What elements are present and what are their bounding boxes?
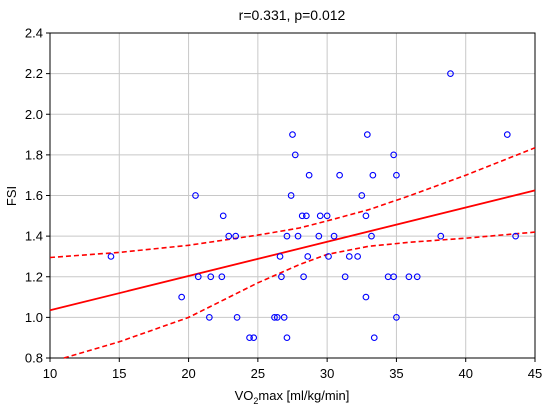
data-point: [218, 273, 226, 281]
data-point: [341, 273, 349, 281]
data-point: [278, 273, 285, 281]
data-point: [178, 293, 185, 301]
data-point: [271, 314, 278, 321]
x-axis-label-prefix: VO: [235, 388, 254, 403]
data-point: [354, 253, 361, 260]
data-point: [358, 192, 366, 199]
data-point: [303, 212, 310, 220]
data-point: [207, 273, 215, 281]
data-point: [368, 232, 375, 240]
data-point: [503, 131, 511, 138]
y-tick-label: 1.6: [25, 188, 43, 203]
y-tick-label: 1.2: [25, 269, 43, 284]
data-point: [345, 253, 353, 260]
data-point: [413, 273, 421, 281]
chart-title: r=0.331, p=0.012: [239, 7, 346, 23]
data-point: [298, 212, 306, 220]
y-tick-label: 1.8: [25, 147, 43, 162]
data-point: [283, 232, 291, 240]
regression-line: [49, 189, 536, 312]
data-point: [280, 314, 288, 321]
data-point: [316, 212, 324, 220]
x-axis-label-subscript: 2: [253, 396, 258, 406]
data-point: [325, 253, 332, 260]
y-tick-label: 1.0: [25, 310, 43, 325]
data-point: [304, 253, 312, 260]
grid: [49, 32, 536, 359]
data-point: [225, 232, 233, 240]
data-point: [294, 232, 302, 240]
x-tick-label: 45: [528, 366, 542, 381]
data-point: [362, 293, 370, 301]
data-point: [219, 212, 227, 220]
y-tick-label: 2.2: [25, 66, 43, 81]
data-point: [336, 171, 343, 179]
confidence-bands: [49, 147, 536, 359]
x-tick-label: 30: [320, 366, 334, 381]
x-tick-label: 40: [458, 366, 472, 381]
regression-line-group: [49, 189, 536, 312]
x-tick-label: 20: [181, 366, 195, 381]
data-point: [447, 70, 454, 77]
data-point: [393, 314, 400, 321]
y-axis-ticks: 0.8 1.0 1.2 1.4 1.6 1.8 2.0 2.2 2.4: [25, 26, 50, 366]
data-point: [287, 192, 295, 199]
x-tick-label: 25: [251, 366, 265, 381]
y-axis-label: FSI: [4, 186, 19, 206]
data-point: [437, 232, 445, 240]
data-point: [390, 151, 398, 159]
data-point: [512, 232, 519, 240]
x-tick-label: 15: [112, 366, 126, 381]
y-tick-label: 1.4: [25, 229, 43, 244]
data-points: [107, 70, 519, 342]
data-point: [273, 314, 281, 321]
data-point: [291, 151, 299, 159]
data-point: [369, 171, 377, 179]
x-tick-label: 10: [43, 366, 57, 381]
data-point: [192, 192, 199, 199]
data-point: [206, 314, 213, 321]
y-tick-label: 0.8: [25, 351, 43, 366]
data-point: [107, 253, 115, 260]
data-point: [330, 232, 338, 240]
data-point: [276, 253, 284, 260]
data-point: [289, 131, 296, 138]
ci-lower-line: [63, 231, 536, 359]
x-tick-label: 35: [389, 366, 403, 381]
ci-upper-line: [49, 147, 536, 259]
data-point: [315, 232, 323, 240]
data-point: [194, 273, 202, 281]
x-axis-label-suffix: max [ml/kg/min]: [258, 388, 349, 403]
data-point: [283, 334, 291, 342]
data-point: [246, 334, 253, 342]
data-point: [250, 334, 258, 342]
data-point: [362, 212, 370, 220]
y-tick-label: 2.0: [25, 107, 43, 122]
data-point: [305, 171, 313, 179]
data-point: [363, 131, 371, 138]
data-point: [300, 273, 307, 281]
data-point: [370, 334, 378, 342]
y-tick-label: 2.4: [25, 26, 43, 41]
data-point: [323, 212, 331, 220]
data-point: [405, 273, 413, 281]
data-point: [390, 273, 398, 281]
data-point: [393, 171, 400, 179]
data-point: [233, 314, 241, 321]
x-axis-label: VO2max [ml/kg/min]: [235, 388, 350, 406]
x-axis-ticks: 10 15 20 25 30 35 40 45: [43, 358, 542, 381]
data-point: [232, 232, 240, 240]
